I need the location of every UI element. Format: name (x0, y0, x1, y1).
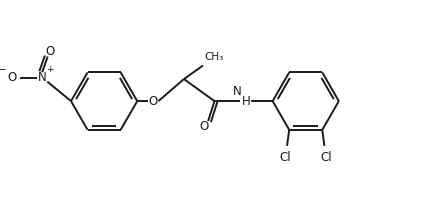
Text: +: + (46, 65, 54, 74)
Text: H: H (242, 95, 251, 108)
Text: O: O (8, 71, 17, 84)
Text: Cl: Cl (279, 151, 291, 164)
Text: O: O (199, 120, 208, 133)
Text: Cl: Cl (321, 151, 332, 164)
Text: O: O (149, 95, 158, 108)
Text: N: N (233, 85, 241, 98)
Text: CH₃: CH₃ (205, 52, 224, 63)
Text: N: N (38, 71, 46, 84)
Text: O: O (45, 45, 54, 58)
Text: −: − (0, 65, 7, 75)
